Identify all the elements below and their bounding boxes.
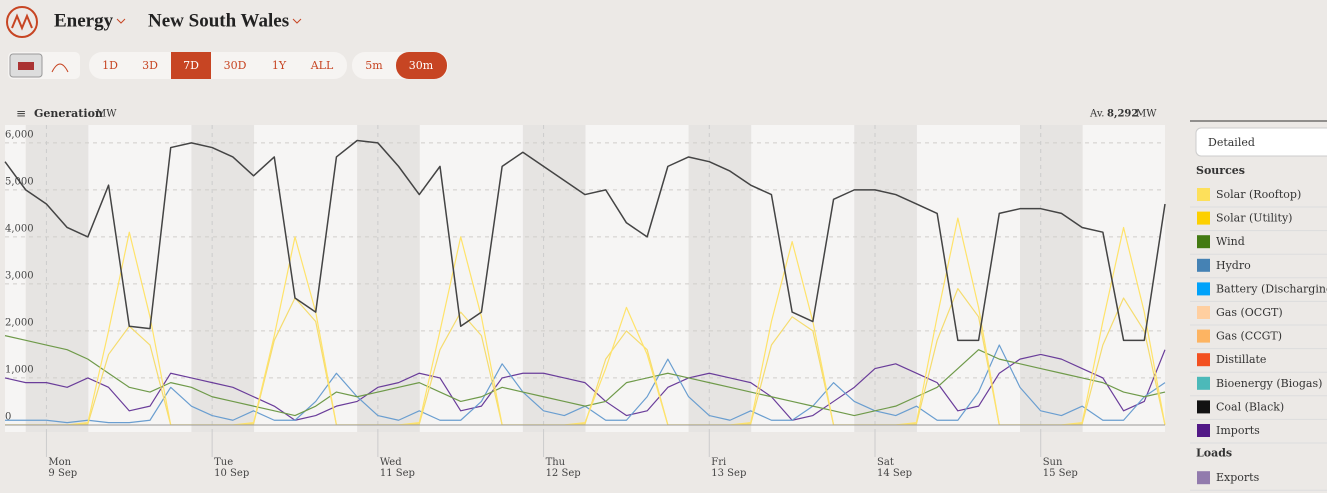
legend-swatch[interactable] <box>1197 424 1210 437</box>
night-band <box>212 125 234 432</box>
active-button[interactable] <box>171 52 211 79</box>
legend-swatch[interactable] <box>1197 211 1210 225</box>
line-chart-button[interactable] <box>51 63 69 73</box>
x-tick-label: Fri 13 Sep <box>711 457 746 479</box>
area-icon <box>18 62 34 70</box>
chart-unit: MW <box>96 109 117 120</box>
legend-label[interactable]: Coal (Black) <box>1216 400 1284 413</box>
logo-mark <box>11 13 33 31</box>
y-tick-label: 1,000 <box>5 364 34 375</box>
x-tick-label: Sun 15 Sep <box>1043 457 1078 479</box>
night-band <box>522 125 545 432</box>
dropdown-label[interactable]: Detailed <box>1208 136 1255 149</box>
night-band <box>377 125 400 432</box>
y-tick-label: 4,000 <box>5 223 34 234</box>
legend-label[interactable]: Solar (Utility) <box>1216 212 1292 225</box>
night-band <box>232 125 255 432</box>
sources-heading: Sources <box>1196 164 1245 177</box>
legend-label[interactable]: Battery (Discharging) <box>1216 282 1327 295</box>
button[interactable]: 1D <box>102 59 118 72</box>
series-line <box>4 335 1166 417</box>
legend-swatch[interactable] <box>1197 376 1210 390</box>
logo[interactable] <box>6 6 38 38</box>
series-line <box>4 349 1166 421</box>
y-tick-label: 0 <box>5 411 11 422</box>
series-line <box>4 139 1166 342</box>
night-band <box>67 125 89 432</box>
legend-label[interactable]: Bioenergy (Biogas) <box>1216 377 1322 390</box>
y-tick-label: 2,000 <box>5 317 34 328</box>
average-prefix: Av. <box>1089 109 1104 120</box>
legend-swatch[interactable] <box>1197 188 1210 201</box>
legend-label[interactable]: Gas (OCGT) <box>1216 306 1283 319</box>
night-band <box>543 125 565 432</box>
button[interactable]: ALL <box>310 59 334 72</box>
x-tick-label: Wed 11 Sep <box>380 457 415 479</box>
legend-label[interactable]: Wind <box>1216 235 1245 248</box>
night-band <box>854 125 876 432</box>
range-group <box>89 52 347 79</box>
menu-icon[interactable]: ≡ <box>16 107 26 121</box>
night-band <box>895 125 917 432</box>
legend-swatch[interactable] <box>1197 329 1210 343</box>
legend-label[interactable]: Gas (CCGT) <box>1216 330 1282 343</box>
legend-swatch[interactable] <box>1197 235 1210 249</box>
legend-label[interactable]: Distillate <box>1216 353 1266 366</box>
button[interactable]: 3D <box>142 59 158 72</box>
legend-swatch[interactable] <box>1197 282 1210 296</box>
button[interactable]: 1Y <box>272 59 287 72</box>
legend-label[interactable]: Exports <box>1216 471 1260 484</box>
region-title[interactable]: New South Wales <box>148 10 289 31</box>
night-band <box>46 125 68 432</box>
button[interactable]: 7D <box>183 59 199 72</box>
x-tick-label: Thu 12 Sep <box>546 457 581 479</box>
x-tick-label: Mon 9 Sep <box>48 457 77 479</box>
chevron <box>116 18 126 24</box>
y-tick-label: 6,000 <box>5 129 34 140</box>
legend-swatch[interactable] <box>1197 400 1210 414</box>
night-band <box>357 125 379 432</box>
legend-label[interactable]: Hydro <box>1216 259 1251 272</box>
night-band <box>688 125 710 432</box>
x-tick-label: Tue 10 Sep <box>214 457 249 479</box>
night-band <box>1061 125 1083 432</box>
x-tick-label: Sat 14 Sep <box>877 457 912 479</box>
legend-label[interactable]: Imports <box>1216 424 1260 437</box>
night-band <box>875 125 897 432</box>
legend-swatch[interactable] <box>1197 471 1210 485</box>
button[interactable]: 30m <box>409 59 434 72</box>
average-value: 8,292 <box>1107 109 1138 120</box>
loads-heading: Loads <box>1196 447 1232 460</box>
legend-swatch[interactable] <box>1197 306 1210 319</box>
button[interactable]: 30D <box>224 59 247 72</box>
fuel-tech-title[interactable]: Energy <box>54 10 114 31</box>
y-tick-label: 3,000 <box>5 270 34 281</box>
chevron <box>292 18 302 24</box>
night-band <box>730 125 752 432</box>
night-band <box>1040 125 1062 432</box>
legend-label[interactable]: Solar (Rooftop) <box>1216 188 1301 201</box>
active-button[interactable] <box>396 52 447 79</box>
legend-swatch[interactable] <box>1197 258 1210 272</box>
average-unit: MW <box>1136 109 1157 120</box>
dropdown[interactable] <box>1195 127 1327 157</box>
night-band <box>25 125 47 432</box>
chart-title: Generation <box>34 107 103 120</box>
button[interactable]: 5m <box>365 59 383 72</box>
night-band <box>564 125 586 432</box>
legend-swatch[interactable] <box>1197 353 1210 367</box>
night-band <box>709 125 731 432</box>
night-band <box>398 125 420 432</box>
night-band <box>191 125 213 432</box>
night-band <box>1020 125 1042 432</box>
